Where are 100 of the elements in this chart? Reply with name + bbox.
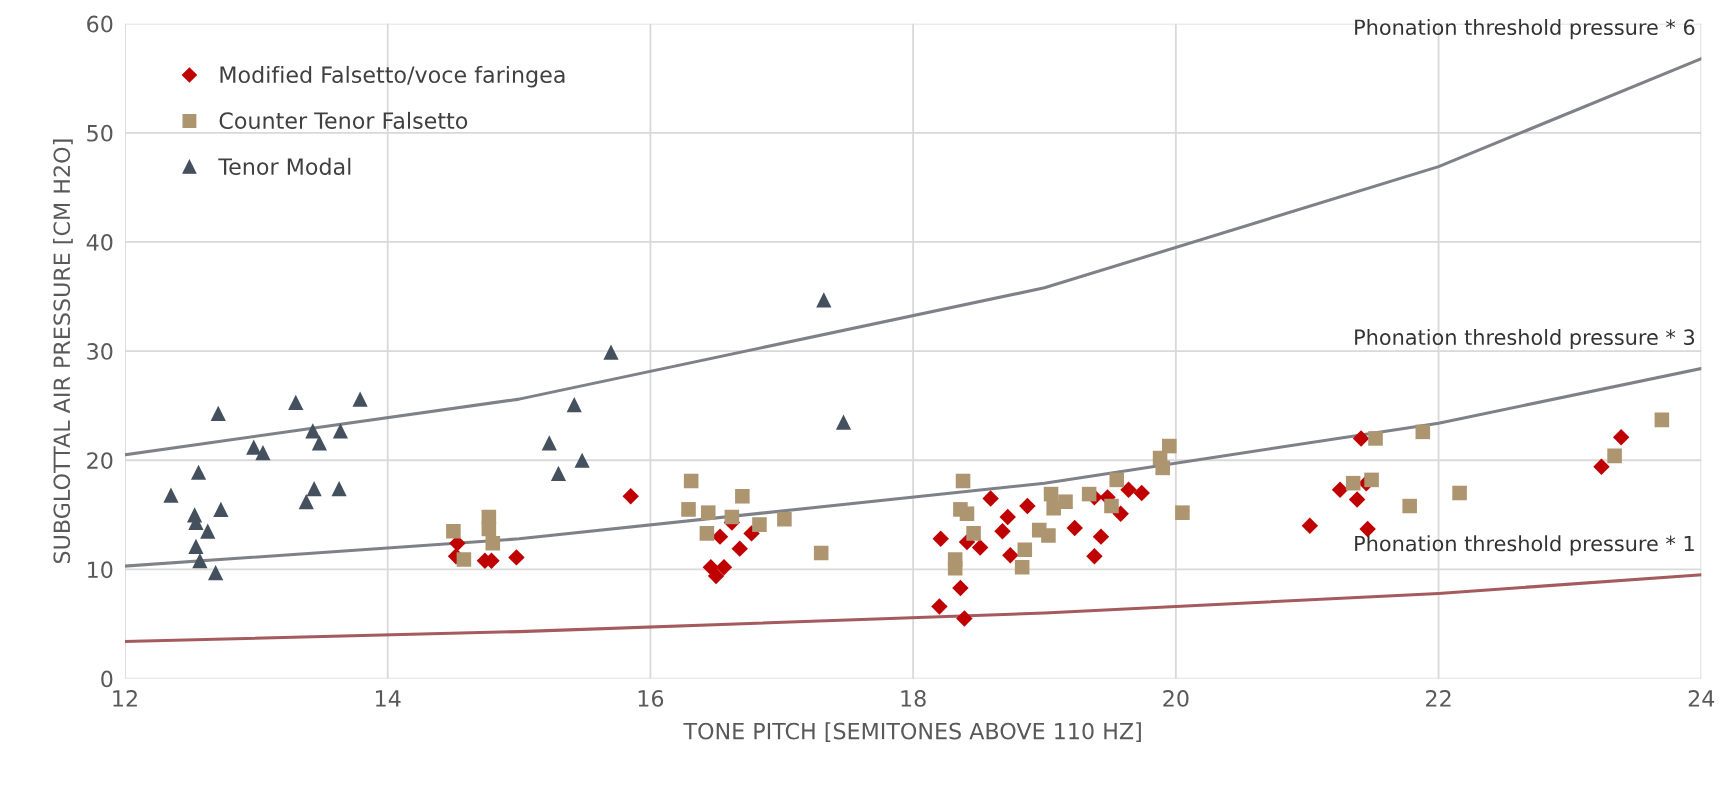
point [200,523,216,539]
point [188,538,204,555]
point [550,465,567,481]
point [1175,505,1190,520]
y-tick-label: 0 [101,670,113,688]
point [622,488,639,505]
point [1593,458,1610,476]
point [999,508,1016,526]
point [966,526,981,541]
y-tick-label: 50 [87,124,113,142]
point [481,521,497,537]
x-tick-label: 14 [376,690,401,707]
point [982,490,999,507]
point [731,540,748,557]
point [508,549,525,566]
point [311,435,328,451]
x-tick-label: 16 [638,690,664,707]
point [1043,486,1059,502]
point [213,501,229,517]
point [959,506,975,522]
legend-label: Counter Tenor Falsetto [219,111,468,130]
point [1092,528,1110,545]
point [1014,559,1030,575]
point [603,344,619,360]
point [1104,498,1119,514]
point [683,473,699,489]
point [163,487,179,503]
point [485,535,501,551]
point [1368,431,1383,446]
point [1415,424,1431,440]
point [566,396,582,413]
point [332,423,349,439]
y-tick-label: 20 [87,452,113,470]
series-label: Phonation threshold pressure * 6 [1355,18,1695,40]
point [956,610,973,627]
x-tick-label: 18 [901,690,926,707]
point [1019,497,1036,515]
legend-label: Modified Falsetto/voce faringea [220,65,565,88]
point [1612,429,1630,446]
point [541,435,557,451]
point [1041,528,1056,543]
point [1066,519,1083,537]
point [1002,546,1019,564]
point [1017,542,1033,558]
point [1086,548,1103,565]
x-tick-label: 20 [1163,690,1189,707]
point [1654,412,1670,428]
point [246,439,262,455]
point [331,481,347,497]
line-series [124,573,1702,643]
point [446,523,461,539]
line-series [124,57,1702,457]
point [1452,485,1467,501]
point [1058,494,1073,510]
point [813,545,829,561]
point [574,452,590,468]
x-tick-label: 24 [1688,690,1715,707]
point [352,391,368,407]
point [715,559,733,576]
point [1109,472,1125,488]
point [255,445,271,461]
series-label: Phonation threshold pressure * 3 [1355,328,1695,350]
y-tick-label: 40 [86,233,113,251]
point [994,522,1011,540]
point [288,394,304,411]
y-axis-title: SUBGLOTTAL AIR PRESSURE [CM H2O] [52,139,73,564]
point [952,579,969,597]
point [1162,438,1177,454]
point [1345,475,1361,491]
y-tick-label: 10 [88,561,113,579]
point [1133,484,1150,502]
point [1402,498,1417,514]
point [456,552,472,567]
point [1352,430,1370,447]
series-label: Phonation threshold pressure * 1 [1355,535,1694,556]
point [1364,472,1379,488]
point [707,567,725,585]
point [735,488,750,504]
y-tick-label: 60 [87,15,113,33]
point [932,530,949,548]
point [700,505,716,520]
point [955,473,971,489]
y-tick-label: 30 [87,343,113,360]
point [699,526,715,541]
point [1301,517,1319,534]
point [210,405,226,421]
line-series [124,367,1702,568]
point [724,509,740,525]
point [1348,491,1366,508]
point [298,494,314,510]
point [190,464,207,480]
point [192,553,208,569]
point [777,511,792,527]
x-tick-label: 12 [113,690,137,707]
point [1081,486,1097,502]
point [835,414,852,430]
point [947,561,963,576]
point [1120,481,1137,498]
x-tick-label: 22 [1426,690,1451,707]
point [1331,481,1349,498]
